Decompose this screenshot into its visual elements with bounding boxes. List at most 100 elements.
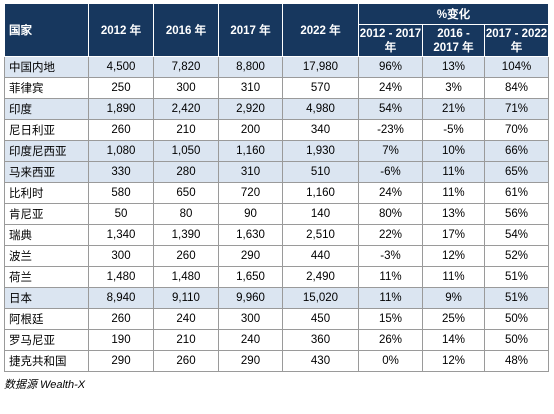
cell-pct-2016-2017: 13% [422,203,485,225]
cell-2012: 1,340 [88,224,154,246]
cell-2016: 210 [153,329,219,351]
cell-country: 荷兰 [4,266,89,288]
cell-2016: 80 [153,203,219,225]
table-row: 罗马尼亚 190 210 240 360 26% 14% 50% [4,329,550,351]
cell-country: 捷克共和国 [4,350,89,372]
header-2022: 2022 年 [282,3,359,57]
cell-2022: 440 [282,245,359,267]
cell-pct-2012-2017: 7% [358,140,423,162]
cell-pct-2016-2017: 11% [422,266,485,288]
cell-pct-2017-2022: 51% [483,287,550,309]
cell-pct-2017-2022: 56% [483,203,550,225]
cell-pct-2017-2022: 54% [483,224,550,246]
cell-country: 阿根廷 [4,308,89,330]
cell-2016: 7,820 [153,56,219,78]
cell-pct-2016-2017: 25% [422,308,485,330]
cell-pct-2016-2017: -5% [422,119,485,141]
cell-pct-2012-2017: 80% [358,203,423,225]
table-row: 印度 1,890 2,420 2,920 4,980 54% 21% 71% [4,98,550,120]
cell-2022: 15,020 [282,287,359,309]
cell-pct-2012-2017: 54% [358,98,423,120]
cell-2017: 290 [218,350,283,372]
cell-2016: 2,420 [153,98,219,120]
cell-2017: 1,650 [218,266,283,288]
header-pct-change-group: %变化 [357,3,550,25]
header-2012: 2012 年 [88,3,154,57]
wealth-table: 国家 2012 年 2016 年 2017 年 2022 年 %变化 2012 … [4,3,550,372]
cell-2016: 1,050 [153,140,219,162]
cell-2012: 580 [88,182,154,204]
cell-pct-2017-2022: 61% [483,182,550,204]
cell-2012: 190 [88,329,154,351]
cell-2017: 9,960 [218,287,283,309]
cell-2022: 450 [282,308,359,330]
cell-2017: 240 [218,329,283,351]
cell-2016: 210 [153,119,219,141]
cell-2012: 300 [88,245,154,267]
cell-pct-2017-2022: 66% [483,140,550,162]
cell-2017: 8,800 [218,56,283,78]
cell-2017: 720 [218,182,283,204]
cell-2017: 1,630 [218,224,283,246]
cell-country: 菲律宾 [4,77,89,99]
cell-2022: 140 [282,203,359,225]
cell-pct-2012-2017: -6% [358,161,423,183]
table-row: 捷克共和国 290 260 290 430 0% 12% 48% [4,350,550,372]
cell-country: 波兰 [4,245,89,267]
cell-2012: 4,500 [88,56,154,78]
cell-pct-2017-2022: 51% [483,266,550,288]
cell-2012: 1,080 [88,140,154,162]
table-row: 菲律宾 250 300 310 570 24% 3% 84% [4,77,550,99]
table-row: 日本 8,940 9,110 9,960 15,020 11% 9% 51% [4,287,550,309]
cell-2022: 2,490 [282,266,359,288]
cell-pct-2017-2022: 104% [483,56,550,78]
cell-pct-2017-2022: 50% [483,308,550,330]
cell-2016: 280 [153,161,219,183]
table-header: 国家 2012 年 2016 年 2017 年 2022 年 %变化 2012 … [4,3,550,57]
cell-2016: 1,390 [153,224,219,246]
cell-2017: 1,160 [218,140,283,162]
cell-2012: 260 [88,308,154,330]
cell-country: 日本 [4,287,89,309]
table-row: 中国内地 4,500 7,820 8,800 17,980 96% 13% 104% [4,56,550,78]
cell-2022: 1,930 [282,140,359,162]
cell-pct-2016-2017: 13% [422,56,485,78]
cell-pct-2012-2017: -23% [358,119,423,141]
cell-pct-2017-2022: 71% [483,98,550,120]
cell-2017: 290 [218,245,283,267]
cell-2012: 260 [88,119,154,141]
cell-2017: 310 [218,161,283,183]
source-note: 数据源 Wealth-X [4,379,86,391]
cell-2017: 310 [218,77,283,99]
cell-pct-2016-2017: 12% [422,245,485,267]
header-pct-2012-2017: 2012 - 2017 年 [358,24,423,57]
cell-pct-2012-2017: 26% [358,329,423,351]
cell-pct-2016-2017: 10% [422,140,485,162]
cell-pct-2012-2017: 96% [358,56,423,78]
table-row: 阿根廷 260 240 300 450 15% 25% 50% [4,308,550,330]
cell-2016: 260 [153,245,219,267]
table-row: 肯尼亚 50 80 90 140 80% 13% 56% [4,203,550,225]
cell-2022: 570 [282,77,359,99]
cell-country: 罗马尼亚 [4,329,89,351]
cell-2022: 1,160 [282,182,359,204]
cell-pct-2017-2022: 50% [483,329,550,351]
cell-2022: 430 [282,350,359,372]
cell-2012: 1,890 [88,98,154,120]
cell-2017: 90 [218,203,283,225]
cell-pct-2017-2022: 52% [483,245,550,267]
header-pct-2017-2022: 2017 - 2022 年 [483,24,550,57]
cell-2022: 360 [282,329,359,351]
cell-country: 比利时 [4,182,89,204]
cell-pct-2012-2017: 22% [358,224,423,246]
table-body: 中国内地 4,500 7,820 8,800 17,980 96% 13% 104% 菲律宾 25… [4,56,550,372]
cell-2012: 290 [88,350,154,372]
cell-2016: 300 [153,77,219,99]
cell-pct-2016-2017: 21% [422,98,485,120]
cell-pct-2016-2017: 11% [422,161,485,183]
cell-2016: 240 [153,308,219,330]
header-country: 国家 [4,3,89,57]
cell-2016: 1,480 [153,266,219,288]
cell-2022: 17,980 [282,56,359,78]
cell-country: 中国内地 [4,56,89,78]
